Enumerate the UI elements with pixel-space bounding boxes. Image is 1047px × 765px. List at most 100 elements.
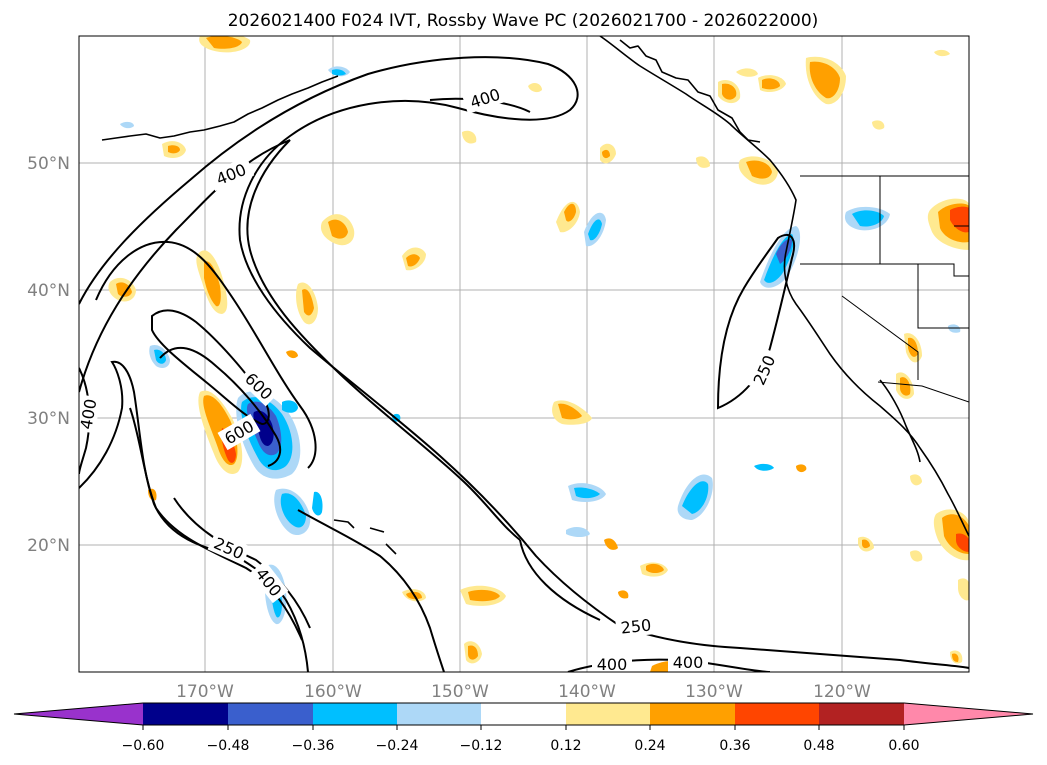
colorbar-tick-label: −0.12 [460,738,503,754]
contour-label-400-left: 400 [76,397,100,430]
lon-label-170w: 170°W [176,682,234,702]
anomaly-positive-nw-1-mid [204,261,221,307]
contour-label-bg-2 [207,156,255,192]
anomaly-positive-small-8 [462,130,477,144]
coastline-baja [879,379,921,463]
anomaly-negative-small-20-mid [332,69,346,76]
anomaly-negative-coast-17 [948,324,961,333]
colorbar-tick-label: −0.24 [376,738,419,754]
colorbar-tick-label: −0.48 [207,738,250,754]
anomaly-positive-coast-8-mid [900,377,911,396]
lat-label-50n: 50°N [27,154,70,174]
anomaly-positive-small-14-mid [468,589,500,602]
anomaly-positive-central-1-mid [558,403,582,420]
anomaly-positive-coast-11 [910,550,923,562]
anomaly-positive-nw-2-mid [116,282,132,297]
coastline-hawaii [333,519,397,555]
anomaly-positive-coast-14-mid [952,653,959,662]
contour-label-bg-9 [746,347,782,393]
map-background [79,36,969,672]
anomaly-positive-north-1-mid [328,219,348,239]
anomaly-positive-small-16-mid [468,645,478,660]
anomaly-negative-small-1 [312,491,323,516]
anomaly-negative-central-2-mid [574,487,600,499]
colorbar-tick-label: 0.60 [888,738,919,754]
anomaly-positive-small-10 [796,464,807,473]
anomaly-positive-coast-3-mid [809,61,840,99]
colorbar-segment-3 [313,703,397,725]
colorbar-tick-label: −0.60 [122,738,165,754]
latitude-labels: 50°N 40°N 30°N 20°N [27,154,70,556]
contour-label-bg-11 [668,652,708,672]
contour-label-400-bottom-2: 400 [673,653,704,672]
anomaly-negative-small-2 [282,400,298,413]
anomaly-positive-small-5-mid [406,254,420,267]
anomaly-negative-central-3 [566,527,590,537]
anomaly-negative-central-4-mid [682,481,709,514]
anomaly-positive-coast-4-mid [722,83,737,100]
colorbar-tick-label: −0.36 [292,738,335,754]
colorbar-extend-high [904,703,1033,725]
anomaly-positive-small-13 [618,590,629,599]
anomaly-positive-nw-3-mid [302,289,314,316]
contour-label-400-bottom-1: 400 [597,655,628,674]
contour-label-bg-7 [249,560,289,604]
lat-label-20n: 20°N [27,536,70,556]
contour-label-bg-8 [615,613,657,639]
coastline-aleutians [101,75,339,141]
contour-400-arc [79,139,521,541]
colorbar-segment-1 [143,703,228,725]
anomaly-positive-coast-10-mid [862,539,870,549]
coastlines [101,36,969,555]
border-states-1 [800,263,969,277]
anomaly-negative-small-9 [754,463,774,471]
colorbar-tick-label: 0.24 [634,738,665,754]
contour-label-250-bottom: 250 [620,615,652,637]
lat-label-30n: 30°N [27,409,70,429]
contour-label-bg-6 [207,531,251,565]
anomaly-positive-coast-13 [958,578,969,601]
colorbar-segment-6 [566,703,650,725]
contour-label-bg-10 [592,654,632,672]
anomaly-positive-small-4-mid [168,145,180,154]
lon-label-140w: 140°W [558,682,616,702]
map-content: 400 400 600 600 400 250 400 250 250 400 … [76,36,969,674]
figure-title: 2026021400 F024 IVT, Rossby Wave PC (202… [228,11,819,31]
contour-400-inner [95,240,317,469]
border-us-mexico [877,381,969,403]
ivt-contours [79,56,969,672]
anomaly-negative-small-21 [120,121,134,129]
anomaly-negative-south-1-mid [280,493,306,528]
contour-label-bg-4 [217,413,261,451]
border-states-4 [841,295,919,380]
contour-400-bottom [297,509,601,672]
contour-250-far-left [79,367,91,475]
lon-label-150w: 150°W [431,682,489,702]
colorbar-segment-5 [481,703,566,725]
anomaly-positive-coast-6 [736,68,758,77]
anomaly-negative-central-1-mid [588,219,602,241]
anomaly-positive-central-2-mid [564,203,576,222]
coastline-alaska-islands [619,39,761,143]
gridlines [79,36,969,672]
contour-250-outer [79,56,969,669]
colorbar-tick-label: 0.12 [550,738,581,754]
colorbar-tick-marks [142,725,905,730]
colorbar-tick-label: 0.48 [803,738,834,754]
anomaly-positive-coast-7-mid [908,337,918,357]
contour-600 [151,309,270,426]
anomaly-positive-coast-1-mid [746,160,772,179]
anomaly-positive-small-6 [286,350,298,359]
anomaly-shading [108,36,969,672]
contour-label-bg-1 [461,82,509,114]
contour-250-bottom-left [173,497,311,629]
colorbar-segment-9 [819,703,904,725]
contour-label-bg-3 [238,365,280,407]
anomaly-positive-coast-5-mid [762,78,780,90]
lat-label-40n: 40°N [27,281,70,301]
colorbar-tick-label: 0.36 [719,738,750,754]
contour-600-south [159,347,282,467]
coastline-north-america [599,36,969,537]
lon-label-130w: 130°W [685,682,743,702]
